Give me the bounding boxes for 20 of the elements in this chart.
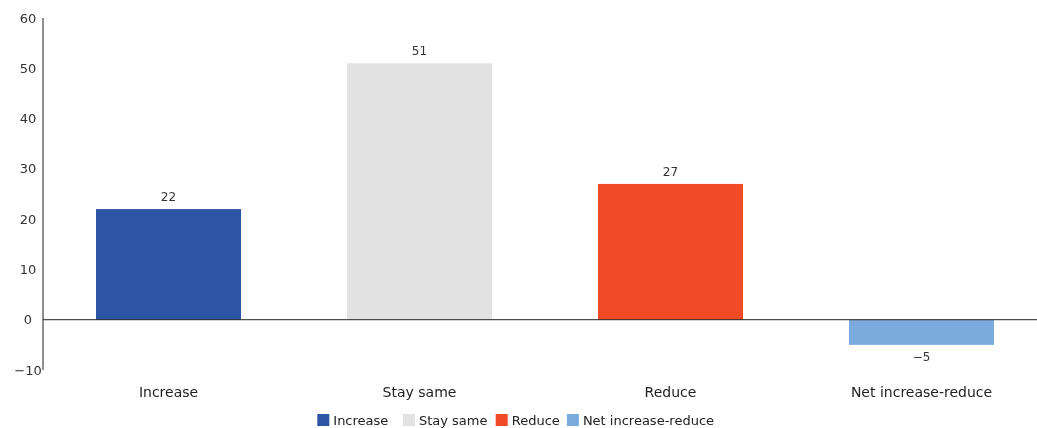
x-tick-label: Net increase-reduce (850, 384, 993, 400)
y-tick-label: 0 (23, 312, 33, 328)
legend-label: Reduce (511, 413, 560, 428)
data-label: 27 (662, 164, 679, 179)
data-label: −5 (912, 349, 931, 364)
y-tick-label: −10 (14, 362, 42, 378)
y-tick-label: 40 (19, 111, 37, 127)
y-tick-label: 20 (19, 211, 37, 227)
y-tick-label: 60 (19, 10, 37, 26)
y-tick-label: 50 (19, 60, 37, 76)
x-tick-label: Increase (138, 384, 199, 400)
legend-label: Stay same (418, 413, 488, 428)
x-tick-label: Reduce (644, 384, 697, 400)
x-tick-label: Stay same (382, 384, 457, 400)
data-label: 51 (411, 44, 428, 59)
legend-label: Increase (333, 413, 389, 428)
legend-label: Net increase-reduce (582, 413, 715, 428)
data-label: 22 (160, 190, 177, 205)
y-tick-label: 10 (19, 261, 37, 277)
y-tick-label: 30 (19, 161, 37, 177)
